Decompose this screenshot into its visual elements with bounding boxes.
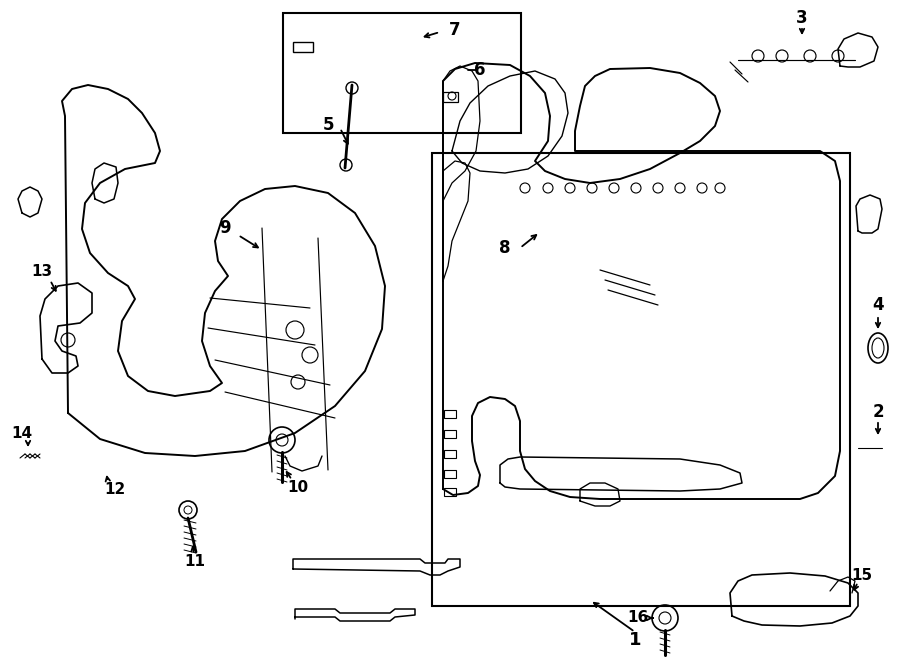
- Text: 10: 10: [287, 481, 309, 496]
- Bar: [444, 488, 456, 496]
- Text: 13: 13: [32, 264, 52, 280]
- Bar: [283, 13, 521, 133]
- Text: 7: 7: [449, 21, 461, 39]
- Text: 2: 2: [872, 403, 884, 421]
- Text: 14: 14: [12, 426, 32, 442]
- Text: 15: 15: [851, 568, 873, 584]
- Bar: [432, 153, 850, 606]
- Text: 16: 16: [627, 611, 649, 625]
- Text: 12: 12: [104, 483, 126, 498]
- Text: 4: 4: [872, 296, 884, 314]
- Text: 11: 11: [184, 555, 205, 570]
- Bar: [444, 450, 456, 458]
- Bar: [444, 410, 456, 418]
- Bar: [293, 42, 313, 52]
- Text: 1: 1: [629, 631, 641, 649]
- Text: 3: 3: [796, 9, 808, 27]
- Bar: [444, 430, 456, 438]
- Text: 8: 8: [500, 239, 511, 257]
- Text: 9: 9: [220, 219, 230, 237]
- Text: 6: 6: [474, 61, 486, 79]
- Bar: [444, 470, 456, 478]
- Bar: [443, 92, 458, 102]
- Text: 5: 5: [322, 116, 334, 134]
